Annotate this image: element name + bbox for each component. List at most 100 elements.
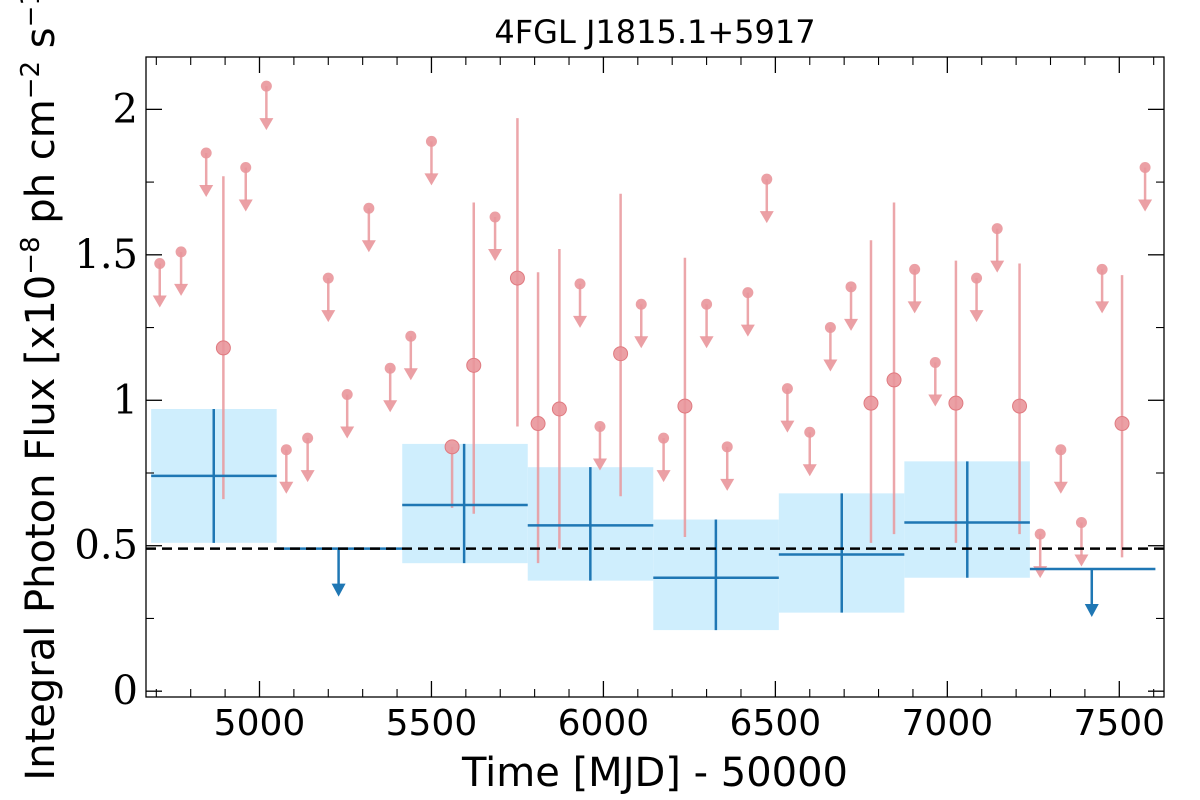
fine-upper-limit-arrow — [969, 310, 984, 323]
fine-detection-point — [886, 372, 902, 388]
x-axis-label: Time [MJD] - 50000 — [461, 750, 848, 796]
fine-upper-limit-arrow — [383, 400, 398, 413]
fine-upper-limit-point — [742, 287, 754, 299]
fine-detection-point — [1012, 398, 1028, 414]
y-tick-label: 2 — [113, 86, 138, 132]
fine-upper-limit-point — [845, 281, 857, 293]
fine-upper-limit-arrow — [1074, 554, 1089, 567]
fine-upper-limit-point — [991, 223, 1003, 235]
fine-upper-limit-point — [594, 420, 606, 432]
fine-upper-limit-point — [909, 263, 921, 275]
fine-upper-limit-arrow — [656, 470, 671, 483]
x-tick-label: 7500 — [1073, 703, 1165, 744]
fine-upper-limit-arrow — [152, 295, 167, 308]
fine-upper-limit-point — [363, 202, 375, 214]
fine-upper-limit-point — [425, 135, 437, 147]
fine-upper-limit-point — [200, 147, 212, 159]
fine-upper-limit-point — [322, 272, 334, 284]
fine-upper-limit-arrow — [990, 260, 1005, 273]
y-tick-label: 0 — [113, 668, 138, 714]
x-tick-label: 5000 — [214, 703, 306, 744]
fine-detection-point — [444, 439, 460, 455]
fine-upper-limit-point — [804, 426, 816, 438]
tick-layer: 0 0.5 1 1.5 2 5000 5500 6000 6500 7000 7500 — [74, 57, 1165, 744]
fine-upper-limit-point — [929, 356, 941, 368]
fine-upper-limit-point — [658, 432, 670, 444]
fine-upper-limit-arrow — [699, 336, 714, 349]
y-tick-label: 1.5 — [74, 232, 138, 278]
fine-upper-limit-arrow — [780, 420, 795, 433]
fine-detection-point — [509, 270, 525, 286]
plot-frame — [145, 56, 1165, 698]
plot-layer — [146, 80, 1164, 631]
fine-detection-point — [863, 395, 879, 411]
fine-upper-limit-point — [721, 441, 733, 453]
fine-upper-limit-arrow — [928, 394, 943, 407]
fine-upper-limit-arrow — [424, 173, 439, 186]
fine-upper-limit-arrow — [720, 478, 735, 491]
fine-detection-point — [1114, 416, 1130, 432]
fine-upper-limit-point — [1096, 263, 1108, 275]
fine-detection-point — [466, 357, 482, 373]
fine-upper-limit-point — [260, 80, 272, 92]
y-axis-label: Integral Photon Flux [x10−8 ph cm−2 s−1] — [16, 0, 64, 781]
fine-upper-limit-arrow — [1053, 481, 1068, 494]
fine-upper-limit-arrow — [823, 359, 838, 372]
fine-upper-limit-arrow — [340, 426, 355, 439]
fine-upper-limit-arrow — [844, 318, 859, 331]
fine-upper-limit-arrow — [759, 211, 774, 224]
y-tick-label: 1 — [113, 377, 138, 423]
fine-detection-point — [551, 401, 567, 417]
fine-upper-limit-arrow — [634, 336, 649, 349]
fine-upper-limit-point — [635, 298, 647, 310]
fine-upper-limit-point — [1075, 516, 1087, 528]
fine-upper-limit-arrow — [174, 283, 189, 296]
fine-upper-limit-arrow — [1095, 301, 1110, 314]
fine-upper-limit-point — [701, 298, 713, 310]
fine-upper-limit-point — [175, 246, 187, 258]
fine-upper-limit-arrow — [238, 199, 253, 212]
fine-upper-limit-point — [154, 258, 166, 270]
coarse-upper-limit-arrow — [1084, 604, 1099, 617]
fine-upper-limit-arrow — [592, 458, 607, 471]
fine-upper-limit-arrow — [199, 185, 214, 197]
fine-upper-limit-arrow — [740, 324, 755, 337]
x-tick-label: 6000 — [558, 703, 650, 744]
fine-upper-limit-arrow — [300, 470, 315, 483]
fine-upper-limit-point — [405, 330, 417, 342]
x-tick-label: 5500 — [386, 703, 478, 744]
fine-upper-limit-point — [240, 162, 252, 174]
fine-upper-limit-arrow — [802, 464, 817, 477]
fine-upper-limit-point — [971, 272, 983, 284]
fine-upper-limit-arrow — [361, 240, 376, 253]
y-tick-label: 0.5 — [74, 523, 138, 569]
fine-detection-point — [948, 395, 964, 411]
fine-upper-limit-arrow — [321, 310, 336, 323]
coarse-upper-limit-arrow — [331, 583, 346, 597]
fine-upper-limit-point — [302, 432, 314, 444]
fine-upper-limit-point — [761, 173, 773, 185]
fine-upper-limit-point — [489, 211, 501, 223]
fine-detection-point — [530, 416, 546, 432]
fine-detection-point — [215, 340, 231, 356]
fine-upper-limit-point — [384, 362, 396, 374]
fine-upper-limit-arrow — [1138, 199, 1153, 212]
fine-detection-point — [677, 398, 693, 414]
fine-upper-limit-arrow — [403, 368, 418, 381]
fine-upper-limit-point — [1139, 162, 1151, 174]
chart-title: 4FGL J1815.1+5917 — [494, 13, 815, 51]
fine-upper-limit-point — [341, 388, 353, 400]
fine-detection-point — [613, 346, 629, 362]
x-tick-label: 7000 — [902, 703, 994, 744]
fine-upper-limit-arrow — [259, 118, 274, 131]
fine-upper-limit-point — [781, 383, 793, 395]
fine-upper-limit-arrow — [488, 249, 503, 261]
fine-upper-limit-arrow — [279, 481, 294, 494]
fine-upper-limit-arrow — [573, 315, 588, 328]
fine-upper-limit-point — [280, 444, 292, 456]
fine-upper-limit-arrow — [907, 301, 922, 314]
fine-upper-limit-point — [1055, 444, 1067, 456]
x-tick-label: 6500 — [730, 703, 822, 744]
fine-upper-limit-point — [1034, 528, 1046, 540]
